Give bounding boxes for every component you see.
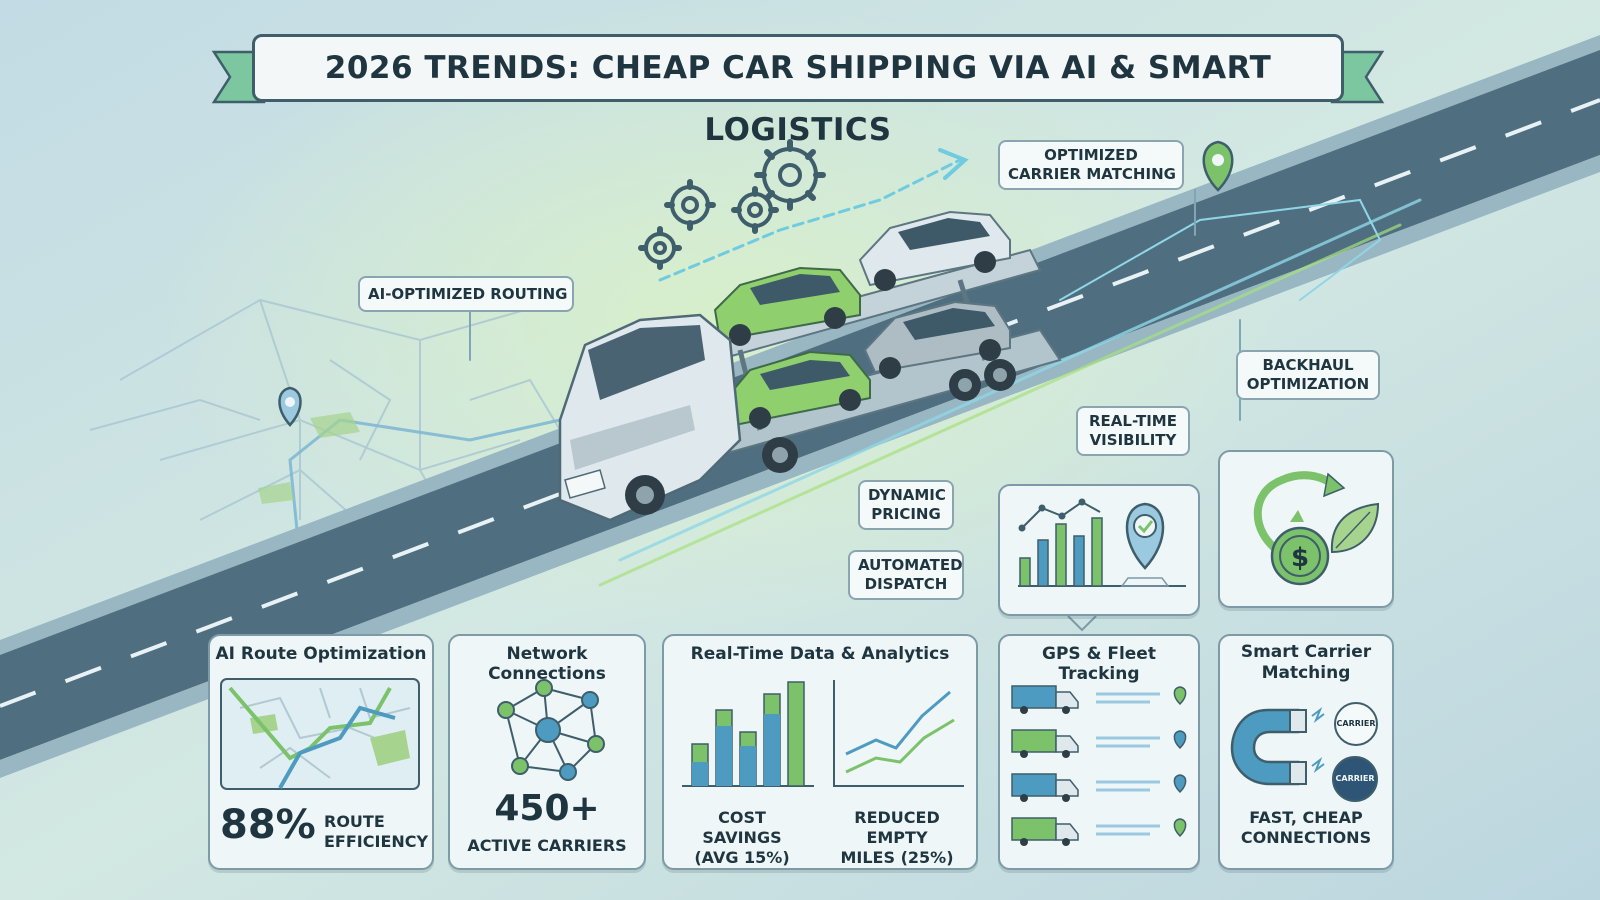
truck-icon: [1011, 773, 1187, 802]
fleet-list: [1011, 685, 1187, 846]
truck-cab: [558, 313, 798, 522]
matching-card-title: Smart Carrier Matching: [1220, 642, 1392, 684]
cost-savings-line2: (AVG 15%): [694, 848, 790, 867]
gps-card-title: GPS & Fleet Tracking: [1042, 644, 1156, 684]
truck-icon: [1011, 685, 1187, 714]
car-silver-top: [858, 210, 1011, 291]
route-optimization-card: AI Route Optimization 88% ROUTE EFFICIEN…: [208, 634, 434, 870]
callout-carrier-matching: OPTIMIZED CARRIER MATCHING: [998, 140, 1184, 190]
carrier-badge-top: CARRIER: [1334, 702, 1378, 746]
callout-backhaul-line1: BACKHAUL: [1262, 356, 1354, 374]
carrier-matching-card: Smart Carrier Matching CARRIER CARRIER F…: [1218, 634, 1394, 870]
bar-chart-icon: [1018, 498, 1186, 587]
map-green-patches: [258, 412, 360, 504]
title-banner: 2026 TRENDS: CHEAP CAR SHIPPING VIA AI &…: [252, 34, 1344, 148]
banner-title: 2026 TRENDS: CHEAP CAR SHIPPING VIA AI &…: [324, 50, 1272, 148]
callout-carrier-matching-line1: OPTIMIZED: [1044, 146, 1138, 164]
analytics-card: Real-Time Data & Analytics COST SAVINGS …: [662, 634, 978, 870]
visibility-analytics-card: [998, 484, 1200, 616]
truck-icon: [1011, 817, 1187, 846]
route-efficiency-caption: ROUTE EFFICIENCY: [324, 812, 428, 852]
active-carriers-value: 450+: [494, 788, 600, 829]
empty-miles-caption: REDUCED EMPTY MILES (25%): [822, 808, 972, 868]
callout-backhaul: BACKHAUL OPTIMIZATION: [1236, 350, 1380, 400]
network-icon: [497, 679, 605, 781]
matching-caption: FAST, CHEAP CONNECTIONS: [1220, 808, 1392, 848]
callout-automated-dispatch-line1: AUTOMATED: [858, 556, 963, 574]
line-chart-icon: [833, 680, 964, 787]
route-efficiency-value: 88%: [220, 802, 316, 848]
location-pin-icon: [1202, 140, 1234, 192]
empty-miles-line2: MILES (25%): [840, 848, 954, 867]
callout-automated-dispatch: AUTOMATED DISPATCH: [848, 550, 964, 600]
matching-title-line1: Smart Carrier: [1240, 642, 1372, 662]
carrier-badge-bottom: CARRIER: [1332, 756, 1378, 802]
route-card-title: AI Route Optimization: [215, 644, 427, 664]
network-connections-card: Network Connections 450+ ACTIVE CARRIERS: [448, 634, 646, 870]
matching-title-line2: Matching: [1261, 663, 1351, 683]
location-pin-icon: [278, 386, 302, 427]
route-caption-line1: ROUTE: [324, 812, 385, 831]
callout-backhaul-line2: OPTIMIZATION: [1246, 375, 1370, 393]
callout-dynamic-pricing: DYNAMIC PRICING: [858, 480, 954, 530]
matching-caption-line2: CONNECTIONS: [1240, 828, 1372, 847]
callout-carrier-matching-line2: CARRIER MATCHING: [1008, 165, 1176, 183]
car-green-top: [713, 266, 861, 346]
empty-miles-line1: REDUCED EMPTY: [854, 808, 940, 847]
matching-caption-line1: FAST, CHEAP: [1249, 808, 1363, 827]
callout-realtime-line1: REAL-TIME: [1089, 412, 1177, 430]
car-green-bottom: [723, 350, 871, 429]
dollar-coin-icon: $: [1253, 471, 1380, 586]
callout-dynamic-pricing-line2: PRICING: [871, 505, 941, 523]
cost-savings-line1: COST SAVINGS: [702, 808, 782, 847]
callout-ai-routing-text: AI-OPTIMIZED ROUTING: [368, 285, 568, 303]
active-carriers-caption: ACTIVE CARRIERS: [467, 836, 627, 855]
carrier-badge-bottom-text: CARRIER: [1335, 774, 1375, 783]
car-carrier-truck: [558, 210, 1062, 522]
savings-sustainability-card: $: [1218, 450, 1394, 608]
gps-fleet-card: GPS & Fleet Tracking: [998, 634, 1200, 870]
truck-icon: [1011, 729, 1187, 758]
cost-savings-caption: COST SAVINGS (AVG 15%): [678, 808, 806, 868]
car-silver-bottom: [863, 300, 1011, 379]
callout-ai-routing: AI-OPTIMIZED ROUTING: [358, 276, 574, 312]
callout-automated-dispatch-line2: DISPATCH: [864, 575, 948, 593]
bar-chart-icon: [682, 681, 814, 787]
analytics-charts: [682, 680, 964, 787]
route-caption-line2: EFFICIENCY: [324, 832, 429, 851]
carrier-badge-top-text: CARRIER: [1336, 719, 1376, 728]
magnet-icon: [1230, 707, 1325, 786]
svg-text:$: $: [1291, 543, 1309, 573]
map-icon: [220, 678, 420, 790]
callout-dynamic-pricing-line1: DYNAMIC: [868, 486, 946, 504]
network-card-title: Network Connections: [488, 644, 606, 684]
gear-teeth: [638, 139, 826, 270]
callout-realtime: REAL-TIME VISIBILITY: [1076, 406, 1190, 456]
callout-realtime-line2: VISIBILITY: [1089, 431, 1177, 449]
analytics-card-title: Real-Time Data & Analytics: [690, 644, 950, 664]
map-network: [89, 298, 561, 561]
